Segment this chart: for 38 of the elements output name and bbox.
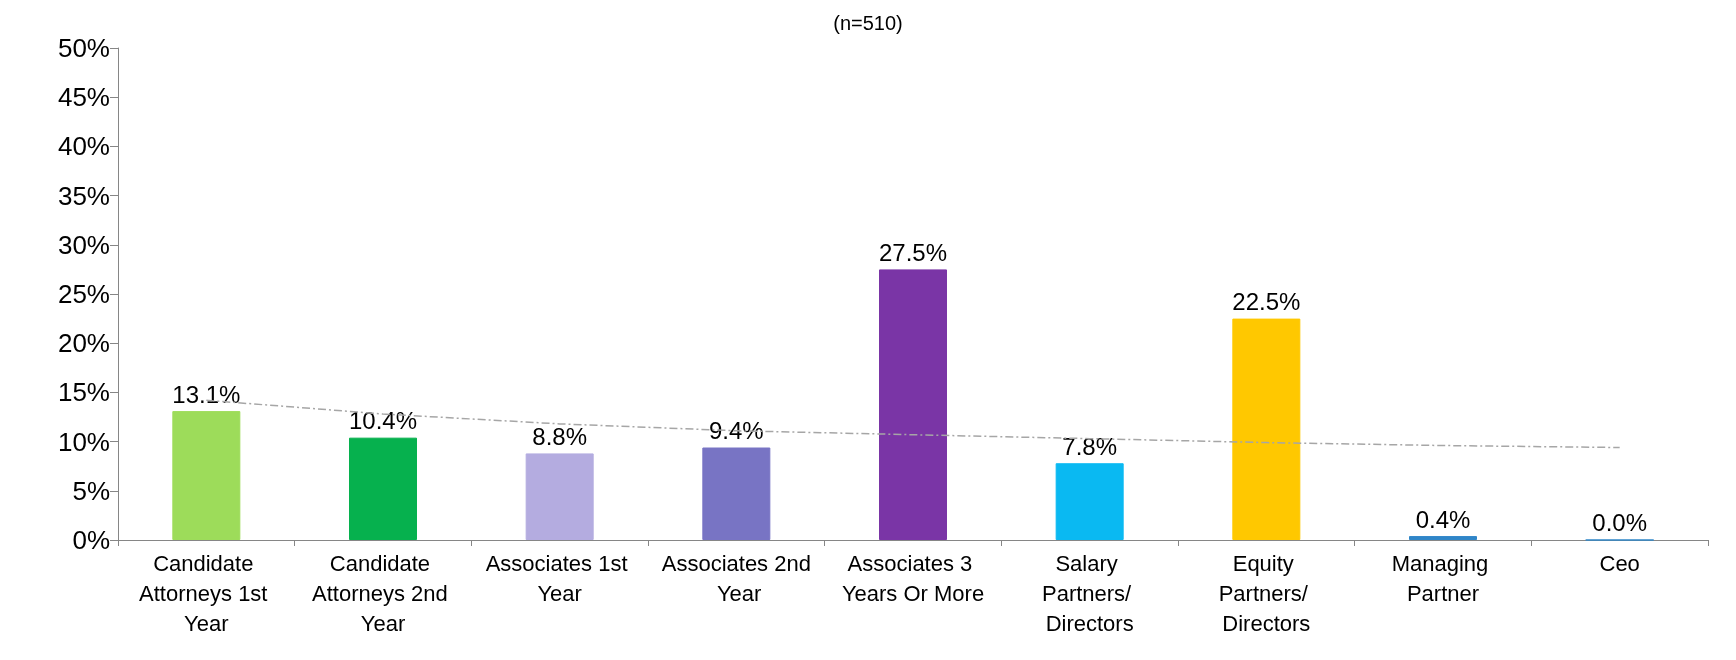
y-tick-label: 10% — [57, 426, 110, 457]
data-label: 7.8% — [1062, 432, 1118, 460]
chart-title: (n=510) — [833, 12, 903, 34]
data-label: 8.8% — [532, 422, 588, 450]
y-tick-label: 15% — [57, 377, 110, 408]
y-tick-label: 0% — [72, 525, 110, 555]
x-tick-label: Associates 3 Years Or More — [841, 550, 985, 606]
bar — [349, 437, 417, 540]
x-tick-label: Associates 1st Year — [485, 550, 634, 606]
y-tick-label: 25% — [57, 279, 110, 309]
bar — [1232, 318, 1301, 540]
y-tick-label: 30% — [57, 229, 110, 260]
x-tick-label: Ceo — [1599, 550, 1640, 576]
x-tick-label: Candidate Attorneys 2nd Year — [312, 550, 454, 636]
y-tick-label: 35% — [57, 180, 110, 211]
y-tick-label: 50% — [57, 33, 110, 63]
y-tick-label: 45% — [57, 82, 110, 113]
x-tick-label: Associates 2nd Year — [661, 550, 811, 606]
x-tick-label: Salary Partners/ Directors — [1041, 550, 1138, 636]
bar — [879, 269, 947, 540]
x-tick-label: Managing Partner — [1391, 550, 1495, 606]
data-label: 0.0% — [1592, 509, 1648, 536]
data-label: 13.1% — [172, 380, 241, 408]
bar — [1055, 463, 1124, 540]
data-label: 0.4% — [1415, 505, 1471, 533]
bar — [525, 453, 594, 540]
bar — [172, 411, 241, 540]
y-tick-label: 40% — [57, 131, 110, 162]
y-tick-label: 5% — [72, 475, 110, 506]
data-label: 10.4% — [348, 407, 418, 435]
data-label: 27.5% — [878, 238, 948, 266]
data-label: 9.4% — [708, 417, 764, 444]
x-tick-label: Candidate Attorneys 1st Year — [139, 550, 274, 636]
data-label: 22.5% — [1232, 288, 1301, 316]
x-tick-label: Equity Partners/ Directors — [1218, 550, 1315, 636]
y-tick-label: 20% — [57, 328, 110, 359]
bar — [702, 447, 771, 540]
bar — [1409, 536, 1477, 540]
